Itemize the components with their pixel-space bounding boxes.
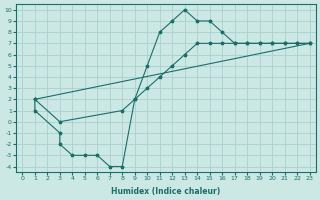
- X-axis label: Humidex (Indice chaleur): Humidex (Indice chaleur): [111, 187, 220, 196]
